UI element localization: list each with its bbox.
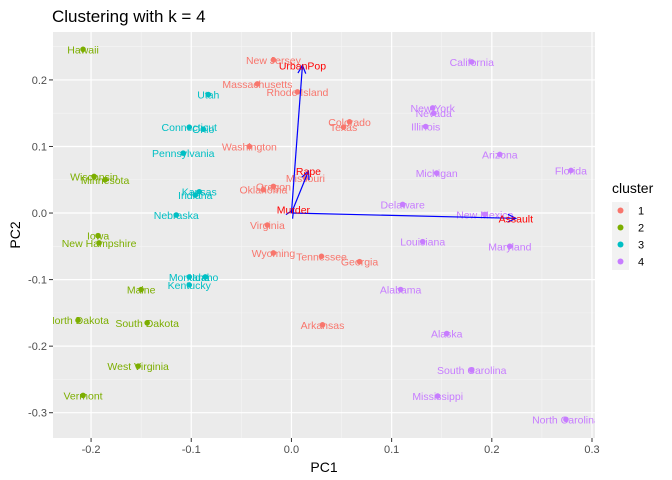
point-label-west-virginia: West Virginia: [107, 361, 169, 373]
point-label-florida: Florida: [555, 165, 587, 177]
point-label-washington: Washington: [222, 141, 277, 153]
point-label-south-carolina: South Carolina: [437, 365, 507, 377]
point-label-nebraska: Nebraska: [154, 210, 199, 222]
point-label-georgia: Georgia: [341, 257, 379, 269]
legend-key-3: [618, 242, 624, 248]
point-label-kentucky: Kentucky: [168, 280, 212, 292]
x-axis-title: PC1: [310, 459, 337, 475]
point-label-nevada: Nevada: [416, 108, 452, 120]
point-label-mississippi: Mississippi: [412, 391, 463, 403]
point-label-maryland: Maryland: [488, 241, 531, 253]
legend-key-4: [618, 259, 624, 265]
point-label-delaware: Delaware: [380, 199, 425, 211]
chart-title: Clustering with k = 4: [52, 7, 206, 26]
point-label-virginia: Virginia: [250, 220, 285, 232]
y-tick-label: 0.0: [32, 208, 47, 220]
point-label-new-hampshire: New Hampshire: [62, 238, 137, 250]
point-label-pennsylvania: Pennsylvania: [152, 148, 215, 160]
point-label-alabama: Alabama: [380, 285, 422, 297]
point-label-michigan: Michigan: [416, 168, 458, 180]
point-label-texas: Texas: [330, 122, 357, 134]
point-label-north-dakota: North Dakota: [47, 315, 109, 327]
point-label-south-dakota: South Dakota: [115, 318, 179, 330]
y-tick-label: 0.1: [32, 141, 47, 153]
point-label-alaska: Alaska: [431, 329, 463, 341]
point-label-minnesota: Minnesota: [81, 175, 130, 187]
legend-label-4: 4: [638, 257, 644, 269]
x-tick-label: -0.2: [82, 444, 101, 456]
point-label-rhode-island: Rhode Island: [267, 87, 329, 99]
y-tick-label: -0.2: [28, 341, 47, 353]
y-tick-label: -0.3: [28, 408, 47, 420]
point-label-louisiana: Louisiana: [400, 237, 445, 249]
x-tick-label: 0.2: [484, 444, 499, 456]
y-axis-title: PC2: [7, 221, 23, 248]
point-label-tennessee: Tennessee: [296, 251, 347, 263]
legend-title: cluster: [612, 180, 654, 196]
x-tick-label: 0.3: [584, 444, 599, 456]
legend-label-3: 3: [638, 240, 644, 252]
legend-key-1: [618, 208, 624, 214]
loading-label-murder: Murder: [277, 205, 311, 217]
y-axis-ticks: -0.3 -0.2 -0.1 0.0 0.1 0.2: [28, 75, 53, 420]
legend-label-2: 2: [638, 223, 644, 235]
x-axis-ticks: -0.2 -0.1 0.0 0.1 0.2 0.3: [82, 438, 600, 456]
point-label-wyoming: Wyoming: [252, 248, 296, 260]
point-label-arkansas: Arkansas: [301, 320, 345, 332]
loading-label-assault: Assault: [499, 213, 534, 225]
point-label-hawaii: Hawaii: [67, 44, 99, 56]
point-label-maine: Maine: [127, 285, 156, 297]
point-label-california: California: [450, 57, 495, 69]
legend-label-1: 1: [638, 206, 644, 218]
legend: cluster 1 2 3 4: [612, 180, 654, 270]
legend-key-2: [618, 225, 624, 231]
loading-label-rape: Rape: [296, 166, 321, 178]
point-label-north-carolina: North Carolina: [532, 414, 600, 426]
y-tick-label: 0.2: [32, 75, 47, 87]
point-label-oklahoma: Oklahoma: [239, 185, 287, 197]
loading-label-urbanpop: UrbanPop: [279, 60, 326, 72]
point-label-utah: Utah: [197, 90, 219, 102]
point-label-vermont: Vermont: [64, 390, 103, 402]
point-label-illinois: Illinois: [411, 122, 440, 134]
y-tick-label: -0.1: [28, 275, 47, 287]
x-tick-label: 0.0: [284, 444, 299, 456]
x-tick-label: 0.1: [384, 444, 399, 456]
point-label-ohio: Ohio: [192, 124, 214, 136]
point-label-indiana: Indiana: [178, 190, 213, 202]
x-tick-label: -0.1: [182, 444, 201, 456]
point-label-arizona: Arizona: [482, 149, 518, 161]
